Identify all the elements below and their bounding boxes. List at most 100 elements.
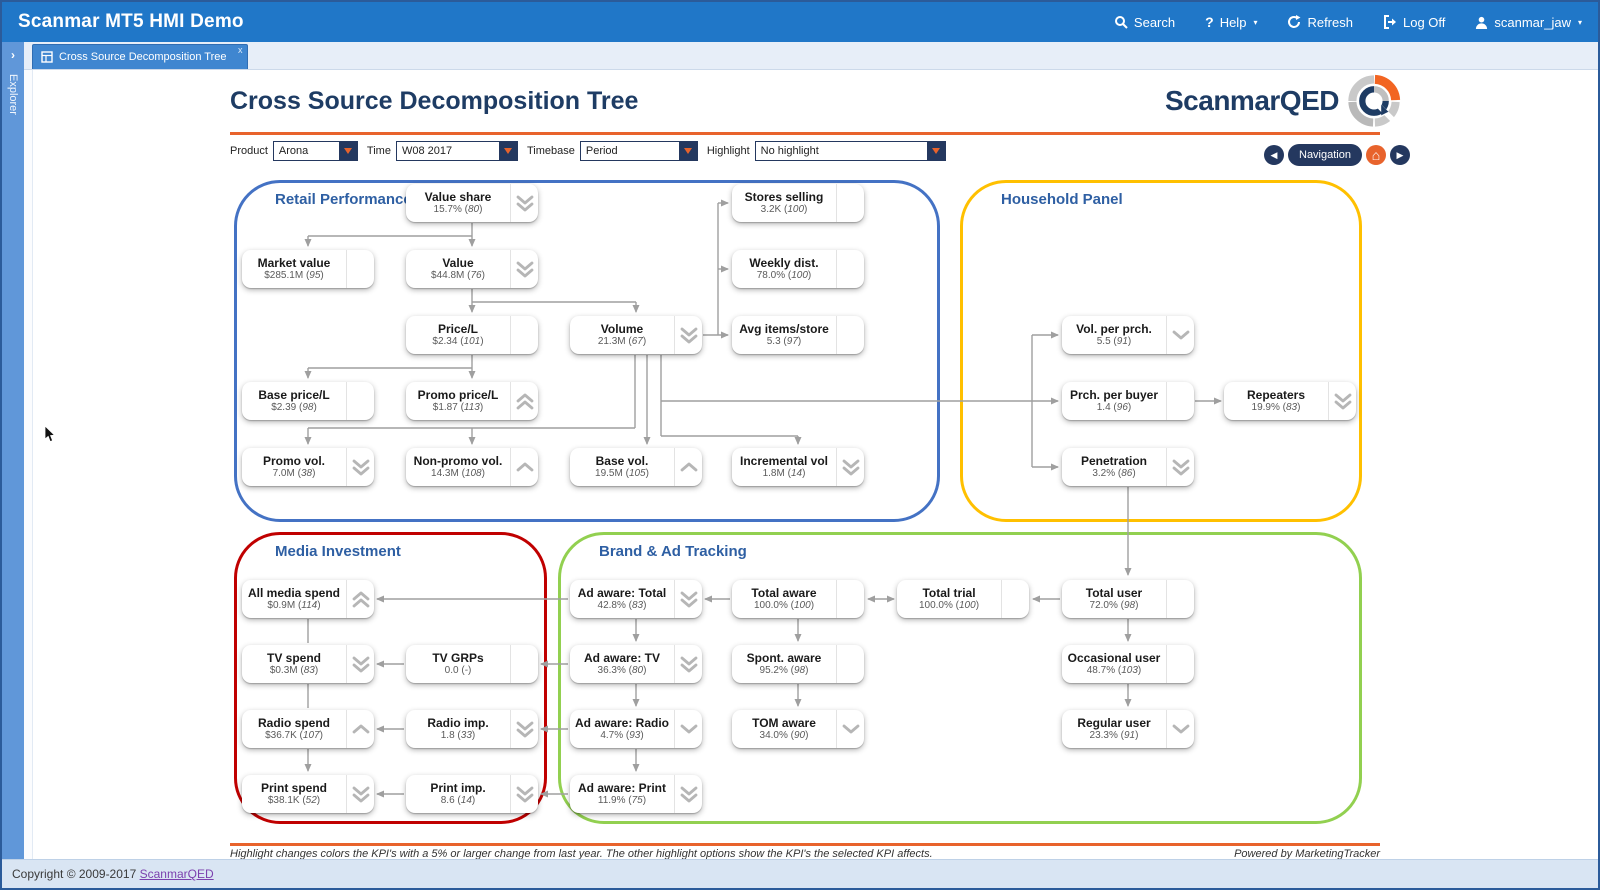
tab-cross-source-decomposition-tree[interactable]: Cross Source Decomposition Tree x (32, 44, 248, 69)
user-menu-item[interactable]: scanmar_jaw ▾ (1475, 15, 1582, 30)
trend-up-icon[interactable] (510, 448, 538, 486)
kpi-expander-blank[interactable] (1166, 382, 1194, 420)
kpi-text-price-l: Price/L $2.34 (101) (432, 321, 484, 348)
expand-sidebar-icon[interactable]: › (11, 48, 15, 62)
kpi-node-value-share[interactable]: Value share 15.7% (80) (406, 184, 538, 222)
trend-double-down-icon[interactable] (674, 580, 702, 618)
logoff-menu-item[interactable]: Log Off (1383, 15, 1445, 30)
copyright-text: Copyright © 2009-2017 (12, 867, 140, 881)
kpi-expander-blank[interactable] (1166, 580, 1194, 618)
trend-down-icon[interactable] (836, 710, 864, 748)
kpi-expander-blank[interactable] (1001, 580, 1029, 618)
trend-double-down-icon[interactable] (674, 316, 702, 354)
kpi-expander-blank[interactable] (836, 250, 864, 288)
kpi-node-tv-grps[interactable]: TV GRPs 0.0 (-) (406, 645, 538, 683)
trend-up-icon[interactable] (346, 710, 374, 748)
product-dropdown[interactable]: Arona (272, 141, 358, 161)
trend-down-icon[interactable] (674, 710, 702, 748)
kpi-node-prch-per-buyer[interactable]: Prch. per buyer 1.4 (96) (1062, 382, 1194, 420)
trend-double-down-icon[interactable] (346, 775, 374, 813)
kpi-node-weekly-dist[interactable]: Weekly dist. 78.0% (100) (732, 250, 864, 288)
kpi-node-base-vol[interactable]: Base vol. 19.5M (105) (570, 448, 702, 486)
kpi-node-stores-selling[interactable]: Stores selling 3.2K (100) (732, 184, 864, 222)
kpi-node-print-imp[interactable]: Print imp. 8.6 (14) (406, 775, 538, 813)
trend-double-down-icon[interactable] (510, 775, 538, 813)
kpi-node-regular-user[interactable]: Regular user 23.3% (91) (1062, 710, 1194, 748)
pane-splitter[interactable] (24, 69, 33, 860)
trend-double-down-icon[interactable] (1166, 448, 1194, 486)
kpi-expander-blank[interactable] (836, 316, 864, 354)
kpi-expander-blank[interactable] (346, 382, 374, 420)
kpi-expander-blank[interactable] (836, 184, 864, 222)
trend-double-down-icon[interactable] (674, 645, 702, 683)
page-title: Cross Source Decomposition Tree (230, 86, 639, 115)
trend-up-icon[interactable] (674, 448, 702, 486)
kpi-node-tv-spend[interactable]: TV spend $0.3M (83) (242, 645, 374, 683)
kpi-expander-blank[interactable] (1166, 645, 1194, 683)
close-icon[interactable]: x (238, 45, 243, 55)
trend-double-down-icon[interactable] (346, 448, 374, 486)
kpi-node-base-price-l[interactable]: Base price/L $2.39 (98) (242, 382, 374, 420)
kpi-node-vol-per-prch[interactable]: Vol. per prch. 5.5 (91) (1062, 316, 1194, 354)
kpi-node-penetration[interactable]: Penetration 3.2% (86) (1062, 448, 1194, 486)
trend-down-icon[interactable] (1166, 316, 1194, 354)
kpi-node-ad-aware-total[interactable]: Ad aware: Total 42.8% (83) (570, 580, 702, 618)
kpi-node-market-value[interactable]: Market value $285.1M (95) (242, 250, 374, 288)
trend-double-up-icon[interactable] (346, 580, 374, 618)
kpi-expander-blank[interactable] (836, 580, 864, 618)
refresh-menu-item[interactable]: Refresh (1287, 15, 1353, 30)
kpi-node-print-spend[interactable]: Print spend $38.1K (52) (242, 775, 374, 813)
kpi-node-ad-aware-tv[interactable]: Ad aware: TV 36.3% (80) (570, 645, 702, 683)
trend-down-icon[interactable] (1166, 710, 1194, 748)
kpi-node-spont-aware[interactable]: Spont. aware 95.2% (98) (732, 645, 864, 683)
kpi-node-all-media-spend[interactable]: All media spend $0.9M (114) (242, 580, 374, 618)
search-menu-item[interactable]: Search (1114, 15, 1175, 30)
kpi-expander-blank[interactable] (836, 645, 864, 683)
kpi-node-non-promo-vol[interactable]: Non-promo vol. 14.3M (108) (406, 448, 538, 486)
kpi-node-price-l[interactable]: Price/L $2.34 (101) (406, 316, 538, 354)
kpi-node-volume[interactable]: Volume 21.3M (67) (570, 316, 702, 354)
trend-double-up-icon[interactable] (510, 382, 538, 420)
timebase-dropdown[interactable]: Period (579, 141, 698, 161)
nav-forward-button[interactable]: ▶ (1389, 145, 1410, 165)
trend-double-down-icon[interactable] (510, 250, 538, 288)
trend-double-down-icon[interactable] (510, 710, 538, 748)
kpi-node-occasional-user[interactable]: Occasional user 48.7% (103) (1062, 645, 1194, 683)
help-menu-item[interactable]: ? Help ▾ (1205, 14, 1258, 30)
trend-double-down-icon[interactable] (346, 645, 374, 683)
explorer-sidebar[interactable]: › Explorer (2, 42, 24, 860)
trend-double-down-icon[interactable] (510, 184, 538, 222)
dropdown-arrow-icon[interactable] (678, 141, 698, 161)
kpi-node-avg-items-store[interactable]: Avg items/store 5.3 (97) (732, 316, 864, 354)
kpi-node-ad-aware-print[interactable]: Ad aware: Print 11.9% (75) (570, 775, 702, 813)
scanmarqed-link[interactable]: ScanmarQED (139, 867, 214, 881)
home-button[interactable]: ⌂ (1365, 145, 1386, 165)
trend-double-down-icon[interactable] (836, 448, 864, 486)
highlight-dropdown[interactable]: No highlight (754, 141, 946, 161)
dropdown-arrow-icon[interactable] (498, 141, 518, 161)
trend-double-down-icon[interactable] (674, 775, 702, 813)
dropdown-arrow-icon[interactable] (926, 141, 946, 161)
top-menu: Search ? Help ▾ Refresh Log (1114, 14, 1582, 30)
dropdown-arrow-icon[interactable] (338, 141, 358, 161)
kpi-node-promo-vol[interactable]: Promo vol. 7.0M (38) (242, 448, 374, 486)
kpi-node-value[interactable]: Value $44.8M (76) (406, 250, 538, 288)
kpi-node-ad-aware-radio[interactable]: Ad aware: Radio 4.7% (93) (570, 710, 702, 748)
kpi-node-total-trial[interactable]: Total trial 100.0% (100) (897, 580, 1029, 618)
nav-back-button[interactable]: ◀ (1264, 145, 1284, 165)
kpi-node-total-aware[interactable]: Total aware 100.0% (100) (732, 580, 864, 618)
kpi-expander-blank[interactable] (510, 316, 538, 354)
kpi-node-tom-aware[interactable]: TOM aware 34.0% (90) (732, 710, 864, 748)
time-dropdown[interactable]: W08 2017 (395, 141, 518, 161)
kpi-node-repeaters[interactable]: Repeaters 19.9% (83) (1224, 382, 1356, 420)
kpi-text-base-price-l: Base price/L $2.39 (98) (258, 387, 330, 414)
navigation-button[interactable]: Navigation (1288, 144, 1362, 166)
kpi-expander-blank[interactable] (346, 250, 374, 288)
kpi-node-radio-imp[interactable]: Radio imp. 1.8 (33) (406, 710, 538, 748)
kpi-node-promo-price-l[interactable]: Promo price/L $1.87 (113) (406, 382, 538, 420)
kpi-node-incremental-vol[interactable]: Incremental vol 1.8M (14) (732, 448, 864, 486)
kpi-node-radio-spend[interactable]: Radio spend $36.7K (107) (242, 710, 374, 748)
trend-double-down-icon[interactable] (1328, 382, 1356, 420)
kpi-expander-blank[interactable] (510, 645, 538, 683)
kpi-node-total-user[interactable]: Total user 72.0% (98) (1062, 580, 1194, 618)
